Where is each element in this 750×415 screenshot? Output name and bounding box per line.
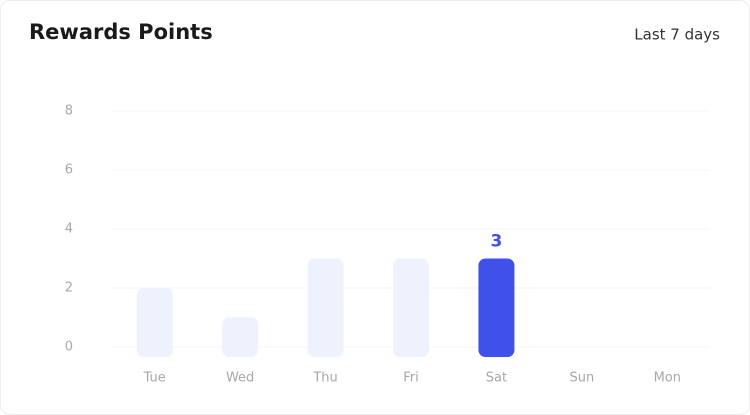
bar (478, 258, 515, 357)
y-tick-label: 0 (65, 340, 73, 355)
y-tick-label: 8 (65, 104, 73, 119)
x-tick-label: Sun (569, 371, 594, 386)
x-tick-label: Fri (403, 371, 419, 386)
period-selector[interactable]: Last 7 days (634, 26, 720, 44)
x-tick-label: Tue (143, 371, 166, 386)
bar (307, 258, 344, 357)
y-tick-label: 2 (65, 281, 73, 296)
x-tick-label: Sat (486, 371, 507, 386)
x-tick-label: Wed (226, 371, 254, 386)
chart-title: Rewards Points (29, 20, 213, 44)
bar (136, 288, 173, 357)
bar (393, 258, 429, 357)
x-tick-label: Mon (654, 371, 681, 386)
y-tick-label: 4 (65, 222, 73, 237)
y-tick-label: 6 (65, 163, 73, 178)
bar (222, 317, 259, 357)
data-label: 3 (491, 232, 503, 252)
x-tick-label: Thu (312, 371, 337, 386)
